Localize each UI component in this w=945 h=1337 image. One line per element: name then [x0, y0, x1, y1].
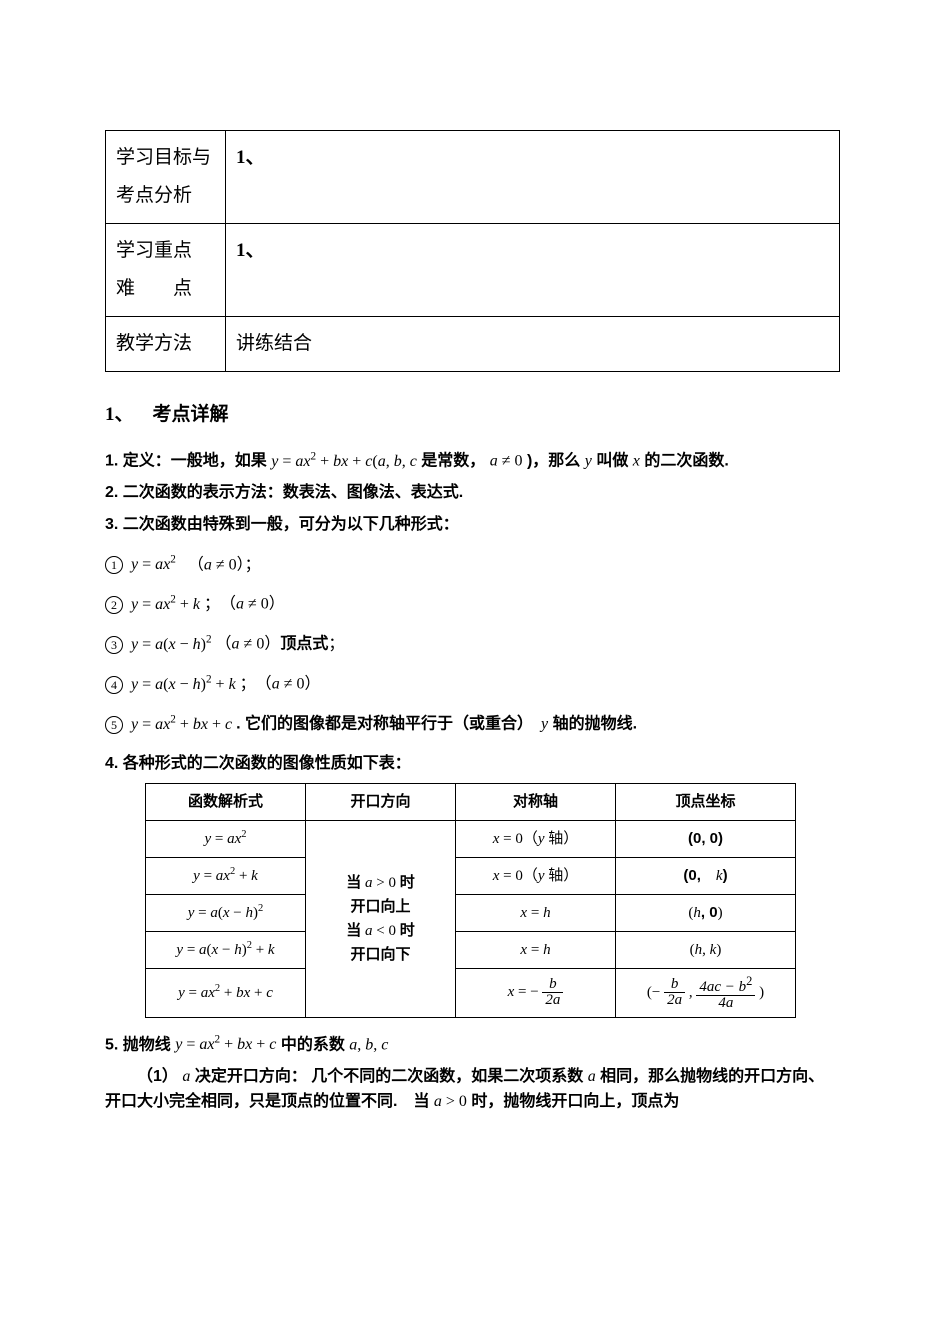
table-intro-para: 4. 各种形式的二次函数的图像性质如下表： — [105, 751, 840, 777]
prop-axis-3: x = h — [456, 894, 616, 931]
header-value-objectives: 1、 — [226, 131, 840, 224]
coeff-mid: 中的系数 — [281, 1036, 349, 1053]
form-note-4: ； （a ≠ 0） — [240, 676, 321, 693]
prop-axis-1: x = 0（y 轴） — [456, 820, 616, 857]
dir-l3a: 当 — [346, 922, 361, 939]
prop-axis-5: x = − b 2a — [456, 968, 616, 1017]
prop-fn-4: y = a(x − h)2 + k — [146, 931, 306, 968]
coeff-expr: y = ax2 + bx + c — [175, 1036, 276, 1053]
vertex-frac-2: 4ac − b2 4a — [696, 975, 755, 1011]
form-num-4: 4 — [105, 676, 123, 694]
prop-th-direction: 开口方向 — [306, 783, 456, 820]
coeff-abc: a, b, c — [349, 1036, 388, 1053]
def-y: y — [585, 453, 592, 470]
def-after: )，那么 — [527, 453, 585, 470]
prop-fn-5: y = ax2 + bx + c — [146, 968, 306, 1017]
prop-vertex-3: (h, 0) — [616, 894, 796, 931]
header-value-method: 讲练结合 — [226, 317, 840, 372]
prop-direction-cell: 当 a > 0 时 开口向上 当 a < 0 时 开口向下 — [306, 820, 456, 1017]
form-item-1: 1 y = ax2 （a ≠ 0）； — [105, 552, 840, 578]
forms-list: 1 y = ax2 （a ≠ 0）； 2 y = ax2 + k ； （a ≠ … — [105, 552, 840, 738]
form-expr-3: y = a(x − h)2 — [131, 636, 212, 653]
coeff1-lead: （1） — [137, 1068, 178, 1085]
def-prefix: 1. 定义：一般地，如果 — [105, 453, 271, 470]
section-title: 考点详解 — [153, 404, 229, 425]
form-expr-4: y = a(x − h)2 + k — [131, 676, 236, 693]
dir-l3c: 时 — [400, 922, 415, 939]
dir-l1c: 时 — [400, 874, 415, 891]
definition-para: 1. 定义：一般地，如果 y = ax2 + bx + c(a, b, c 是常… — [105, 448, 840, 474]
prop-vertex-1: (0, 0) — [616, 820, 796, 857]
def-cond: a ≠ 0 — [490, 453, 523, 470]
prop-vertex-2: (0, k) — [616, 857, 796, 894]
coeff1-cond: a > 0 — [434, 1093, 467, 1110]
def-mid2: 叫做 — [596, 453, 632, 470]
prop-th-axis: 对称轴 — [456, 783, 616, 820]
form-num-1: 1 — [105, 556, 123, 574]
section-heading: 1、 考点详解 — [105, 400, 840, 430]
coeff-sub1: （1） a 决定开口方向： 几个不同的二次函数，如果二次项系数 a 相同，那么抛… — [105, 1064, 840, 1115]
form-expr-2: y = ax2 + k — [131, 596, 200, 613]
prop-fn-2: y = ax2 + k — [146, 857, 306, 894]
prop-row-4: y = a(x − h)2 + k x = h (h, k) — [146, 931, 796, 968]
coeff-pre: 5. 抛物线 — [105, 1036, 175, 1053]
coeff-para: 5. 抛物线 y = ax2 + bx + c 中的系数 a, b, c — [105, 1032, 840, 1058]
prop-axis-4: x = h — [456, 931, 616, 968]
dir-l1a: 当 — [346, 874, 361, 891]
coeff1-t1: 决定开口方向： 几个不同的二次函数，如果二次项系数 — [195, 1068, 588, 1085]
form-num-2: 2 — [105, 596, 123, 614]
form-note-3: （a ≠ 0）顶点式； — [216, 636, 345, 653]
def-mid: 是常数， — [421, 453, 485, 470]
prop-th-vertex: 顶点坐标 — [616, 783, 796, 820]
header-table: 学习目标与考点分析 1、 学习重点 难 点 1、 教学方法 讲练结合 — [105, 130, 840, 372]
form-expr-1: y = ax2 — [131, 556, 176, 573]
header-row-focus: 学习重点 难 点 1、 — [106, 224, 840, 317]
dir-l2: 开口向上 — [350, 898, 410, 915]
prop-th-function: 函数解析式 — [146, 783, 306, 820]
form-item-5: 5 y = ax2 + bx + c . 它们的图像都是对称轴平行于（或重合） … — [105, 711, 840, 737]
prop-vertex-5: (− b 2a , 4ac − b2 4a ) — [616, 968, 796, 1017]
form-num-3: 3 — [105, 636, 123, 654]
def-formula: y = ax2 + bx + c(a, b, c — [271, 453, 417, 470]
prop-row-1: y = ax2 当 a > 0 时 开口向上 当 a < 0 时 开口向下 x … — [146, 820, 796, 857]
header-value-focus: 1、 — [226, 224, 840, 317]
form-item-4: 4 y = a(x − h)2 + k ； （a ≠ 0） — [105, 671, 840, 697]
axis-frac: b 2a — [542, 977, 563, 1008]
prop-header-row: 函数解析式 开口方向 对称轴 顶点坐标 — [146, 783, 796, 820]
prop-vertex-4: (h, k) — [616, 931, 796, 968]
header-label-objectives: 学习目标与考点分析 — [106, 131, 226, 224]
form-note-5: . 它们的图像都是对称轴平行于（或重合） y 轴的抛物线. — [236, 716, 637, 733]
form-expr-5: y = ax2 + bx + c — [131, 716, 232, 733]
dir-l1b: a > 0 — [365, 875, 396, 891]
coeff1-a2: a — [588, 1068, 596, 1085]
header-label-method: 教学方法 — [106, 317, 226, 372]
form-item-2: 2 y = ax2 + k ； （a ≠ 0） — [105, 591, 840, 617]
properties-table: 函数解析式 开口方向 对称轴 顶点坐标 y = ax2 当 a > 0 时 开口… — [145, 783, 796, 1018]
def-x: x — [633, 453, 640, 470]
def-tail: 的二次函数. — [644, 453, 728, 470]
header-label-focus: 学习重点 难 点 — [106, 224, 226, 317]
vertex-frac-1: b 2a — [664, 977, 685, 1008]
prop-row-3: y = a(x − h)2 x = h (h, 0) — [146, 894, 796, 931]
header-row-method: 教学方法 讲练结合 — [106, 317, 840, 372]
form-num-5: 5 — [105, 716, 123, 734]
form-note-1: （a ≠ 0）； — [180, 556, 261, 573]
prop-fn-1: y = ax2 — [146, 820, 306, 857]
forms-intro-para: 3. 二次函数由特殊到一般，可分为以下几种形式： — [105, 512, 840, 538]
form-item-3: 3 y = a(x − h)2 （a ≠ 0）顶点式； — [105, 631, 840, 657]
prop-axis-2: x = 0（y 轴） — [456, 857, 616, 894]
header-row-objectives: 学习目标与考点分析 1、 — [106, 131, 840, 224]
form-note-2: ； （a ≠ 0） — [204, 596, 285, 613]
coeff1-a1: a — [182, 1068, 190, 1085]
dir-l3b: a < 0 — [365, 923, 396, 939]
axis-frac-num: b — [542, 977, 563, 993]
coeff1-t3: 时，抛物线开口向上，顶点为 — [471, 1093, 679, 1110]
dir-l4: 开口向下 — [350, 946, 410, 963]
prop-row-5: y = ax2 + bx + c x = − b 2a (− b 2a , 4a… — [146, 968, 796, 1017]
section-number: 1、 — [105, 404, 134, 425]
representation-para: 2. 二次函数的表示方法：数表法、图像法、表达式. — [105, 480, 840, 506]
prop-fn-3: y = a(x − h)2 — [146, 894, 306, 931]
prop-row-2: y = ax2 + k x = 0（y 轴） (0, k) — [146, 857, 796, 894]
